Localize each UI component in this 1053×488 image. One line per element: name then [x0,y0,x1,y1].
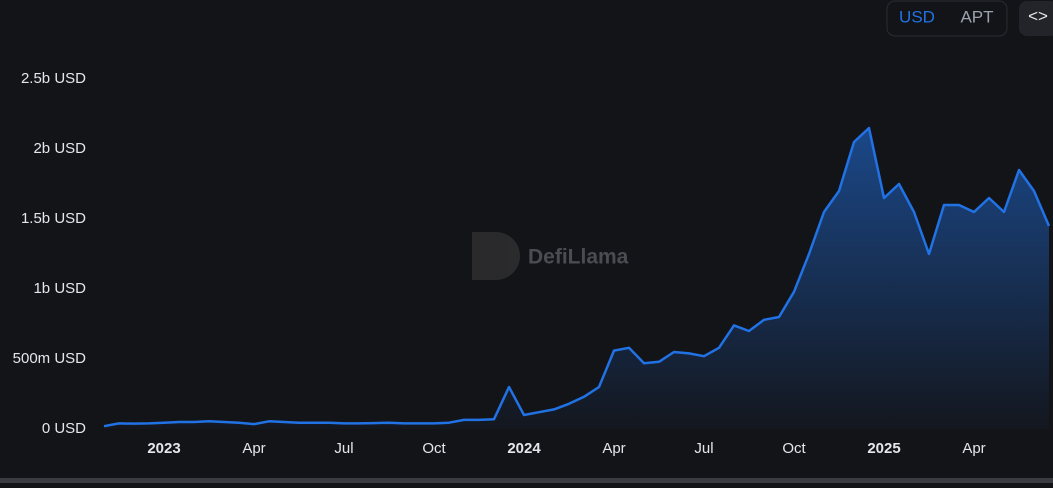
y-tick-label: 500m USD [13,350,87,367]
x-tick-label: Jul [694,440,713,457]
x-tick-label: 2025 [867,440,900,457]
line [103,126,1051,428]
area [104,128,1049,429]
watermark: DefiLlama [528,246,629,269]
x-tick-label: Apr [242,440,265,457]
watermark-logo [472,232,520,280]
embed-button-bg [1019,1,1053,36]
x-tick-label: Oct [422,440,446,457]
x-tick-label: Jul [334,440,353,457]
x-tick-label: 2024 [507,440,541,457]
x-tick-label: Apr [602,440,625,457]
y-tick-label: 1b USD [33,280,86,297]
x-tick-label: Oct [782,440,806,457]
y-tick-label: 2.5b USD [21,70,86,87]
y-tick-label: 2b USD [33,140,86,157]
y-tick-label: 1.5b USD [21,210,86,227]
currency-toggle [886,0,1008,37]
currency-usd[interactable]: USD [899,7,935,26]
y-tick-label: 0 USD [42,420,86,437]
currency-apt[interactable]: APT [960,7,993,26]
scrollbar [0,478,1053,483]
x-tick-label: 2023 [147,440,180,457]
embed-button[interactable]: <> [1028,6,1048,25]
x-tick-label: Apr [962,440,985,457]
